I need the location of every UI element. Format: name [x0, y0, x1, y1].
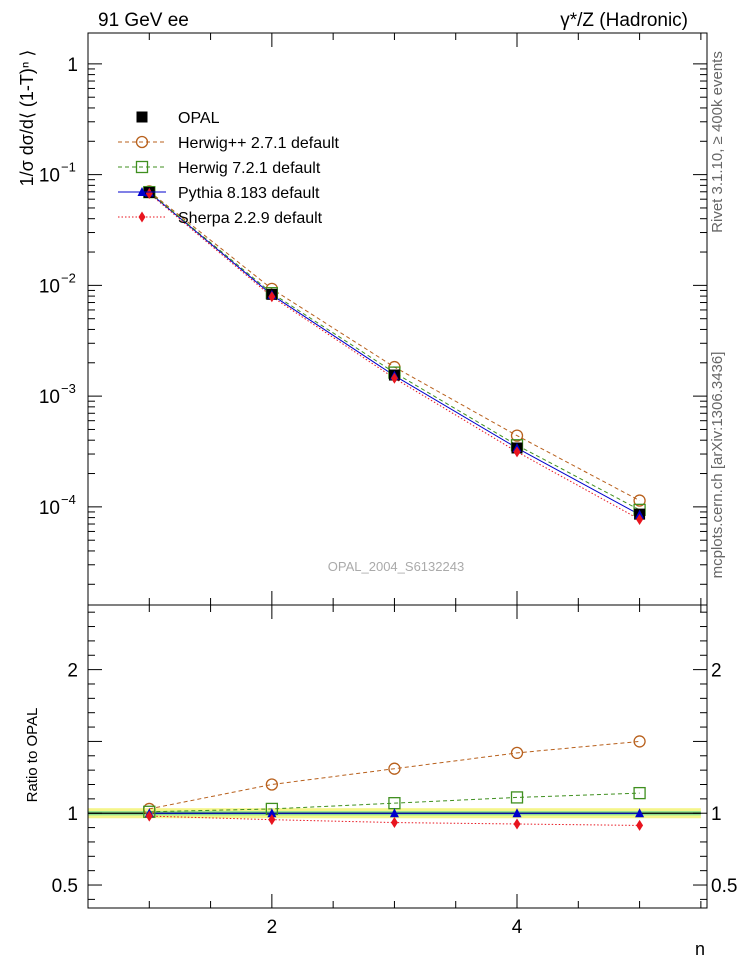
ratio-y-tick-label-right: 0.5	[711, 876, 737, 897]
legend-marker-herwig7	[135, 160, 149, 174]
legend-marker-herwigpp	[135, 135, 149, 149]
ratio-y-tick-label-left: 2	[67, 661, 78, 682]
legend-marker-opal	[136, 111, 148, 123]
main-point-sherpa	[268, 291, 276, 303]
main-point-sherpa	[636, 513, 644, 525]
ratio-y-tick-label-right: 2	[711, 661, 722, 682]
ratio-point-herwigpp	[510, 746, 524, 760]
legend-marker-sherpa	[138, 211, 146, 223]
ratio-point-pythia	[267, 808, 277, 818]
x-axis-label: n	[695, 939, 705, 959]
header-left: 91 GeV ee	[98, 10, 189, 31]
main-y-tick-label-base: 10	[39, 166, 60, 187]
ratio-point-herwigpp	[388, 762, 401, 775]
ratio-point-pythia	[635, 808, 645, 818]
legend-label-sherpa: Sherpa 2.2.9 default	[178, 210, 323, 227]
mcplots-label: mcplots.cern.ch [arXiv:1306.3436]	[709, 352, 726, 579]
main-y-tick-label-base: 10	[39, 387, 60, 408]
main-y-tick-label-exponent: −1	[61, 160, 76, 175]
ratio-point-sherpa	[145, 810, 153, 822]
ratio-point-herwig7	[633, 786, 646, 800]
header-right: γ*/Z (Hadronic)	[560, 10, 688, 31]
main-point-herwigpp	[510, 429, 524, 442]
ratio-point-herwigpp	[633, 735, 646, 748]
ratio-line-herwigpp	[149, 740, 640, 810]
analysis-watermark: OPAL_2004_S6132243	[328, 559, 464, 574]
main-y-tick-label: 1	[67, 55, 78, 76]
main-line-pythia	[148, 192, 640, 516]
legend-marker-pythia	[137, 187, 147, 196]
ratio-line-herwig7	[149, 792, 640, 813]
ratio-point-sherpa	[268, 814, 276, 826]
main-y-tick-label-base: 10	[39, 498, 60, 519]
ratio-y-tick-label-left: 1	[67, 804, 78, 825]
main-y-tick-label-exponent: −4	[61, 492, 76, 507]
main-y-tick-label-exponent: −3	[61, 381, 76, 396]
main-y-tick-label-base: 10	[39, 276, 60, 297]
main-line-herwig7	[148, 191, 640, 511]
ratio-point-sherpa	[513, 818, 521, 830]
x-tick-label: 4	[512, 917, 523, 938]
ratio-plot-frame	[87, 604, 708, 909]
ratio-y-axis-label: Ratio to OPAL	[24, 708, 41, 803]
main-y-tick-label-exponent: −2	[61, 270, 76, 285]
main-line-herwigpp	[148, 191, 640, 502]
ratio-point-pythia	[512, 808, 522, 818]
rivet-label: Rivet 3.1.10, ≥ 400k events	[709, 51, 726, 233]
main-line-sherpa	[148, 193, 640, 520]
x-tick-label: 2	[267, 917, 278, 938]
ratio-point-sherpa	[390, 817, 398, 829]
ratio-point-sherpa	[636, 819, 644, 831]
ratio-point-herwigpp	[265, 778, 279, 791]
legend-label-opal: OPAL	[178, 110, 220, 127]
main-y-axis-label: 1/σ dσ/d⟨ (1-T)ⁿ ⟩	[17, 50, 37, 187]
ratio-point-herwig7	[510, 791, 524, 804]
ratio-y-tick-label-right: 1	[711, 804, 722, 825]
main-point-sherpa	[390, 372, 398, 384]
main-point-herwigpp	[633, 494, 646, 507]
ratio-point-pythia	[389, 808, 399, 818]
legend-label-pythia: Pythia 8.183 default	[178, 185, 320, 202]
main-point-sherpa	[513, 446, 521, 458]
legend-label-herwig7: Herwig 7.2.1 default	[178, 160, 321, 177]
ratio-y-tick-label-left: 0.5	[52, 876, 78, 897]
legend-label-herwigpp: Herwig++ 2.7.1 default	[178, 135, 340, 152]
main-point-sherpa	[145, 188, 153, 200]
